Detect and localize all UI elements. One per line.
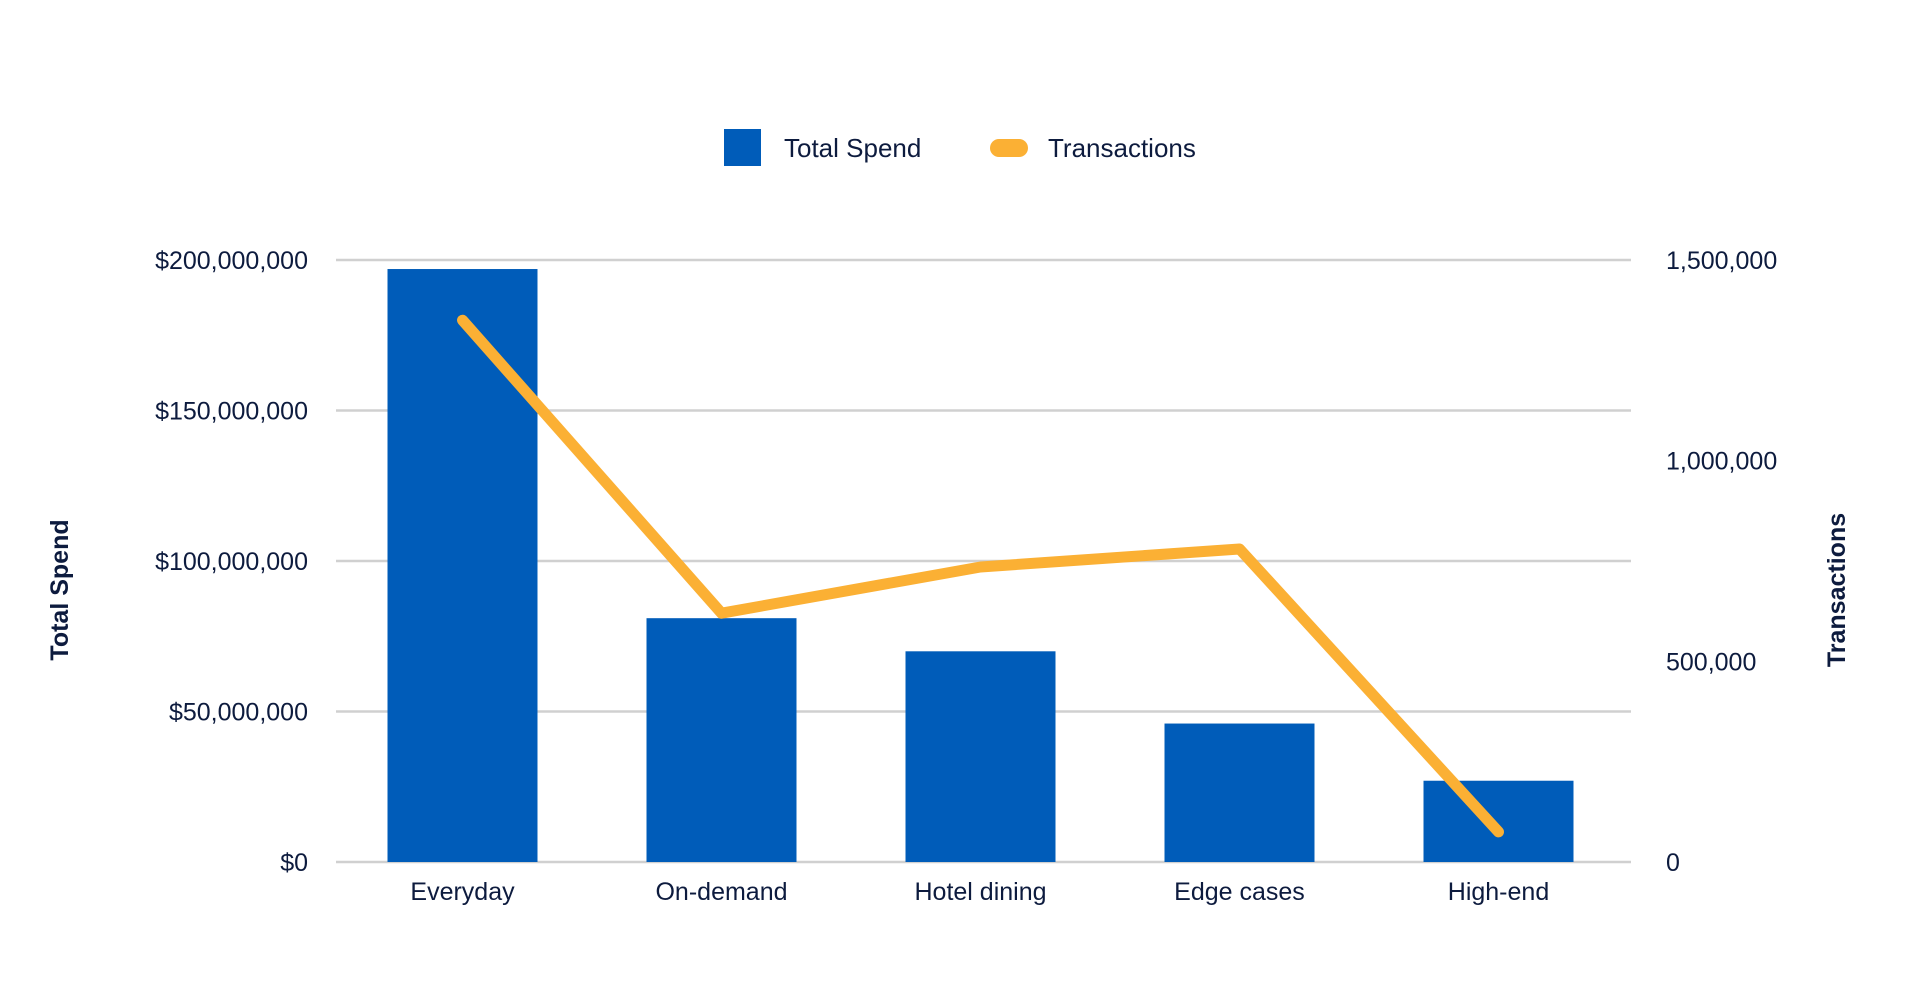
x-axis-ticks: Everyday On-demand Hotel dining Edge cases H… [410, 878, 1549, 906]
y2-tick-label: 1,000,000 [1666, 448, 1777, 476]
left-axis-ticks: $0 $50,000,000 $100,000,000 $150,000,000 $20… [155, 247, 308, 877]
y-tick-label: $50,000,000 [169, 699, 308, 727]
x-tick-label: Edge cases [1174, 878, 1305, 906]
y2-tick-label: 0 [1666, 849, 1680, 877]
legend-label-transactions: Transactions [1048, 133, 1196, 163]
y-tick-label: $200,000,000 [155, 247, 308, 275]
bar-hotel-dining [905, 651, 1056, 862]
right-axis-title: Transactions [1823, 513, 1851, 667]
bar-on-demand [646, 618, 797, 862]
bar-edge-cases [1164, 723, 1315, 862]
x-tick-label: On-demand [655, 878, 787, 906]
legend-swatch-total-spend [724, 129, 761, 166]
x-tick-label: Hotel dining [914, 878, 1046, 906]
y-tick-label: $150,000,000 [155, 398, 308, 426]
right-axis-ticks: 0 500,000 1,000,000 1,500,000 [1666, 247, 1777, 877]
bars [387, 269, 1574, 862]
x-tick-label: High-end [1448, 878, 1549, 906]
legend: Total Spend Transactions [724, 129, 1196, 166]
left-axis-title: Total Spend [46, 519, 74, 660]
y-tick-label: $0 [280, 849, 308, 877]
y-tick-label: $100,000,000 [155, 548, 308, 576]
x-tick-label: Everyday [410, 878, 515, 906]
y2-tick-label: 1,500,000 [1666, 247, 1777, 275]
bar-everyday [387, 269, 538, 862]
bar-high-end [1423, 780, 1574, 862]
transactions-line-group [457, 314, 1504, 838]
legend-swatch-transactions [990, 139, 1028, 157]
gridlines [336, 258, 1631, 864]
legend-label-total-spend: Total Spend [784, 133, 921, 163]
y2-tick-label: 500,000 [1666, 648, 1756, 676]
